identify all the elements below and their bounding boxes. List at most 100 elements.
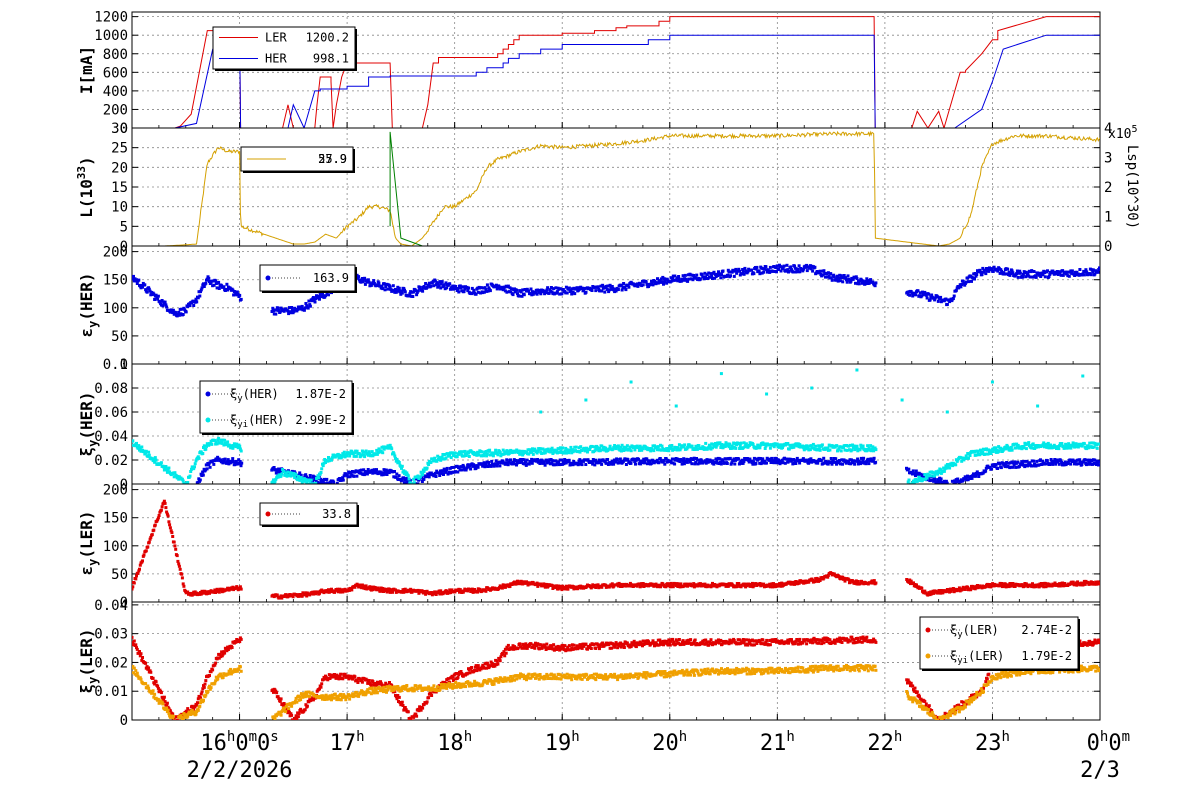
data-point (986, 452, 990, 456)
data-point (213, 588, 217, 592)
data-point (172, 475, 176, 479)
data-point (1016, 443, 1020, 447)
data-point (794, 270, 798, 274)
data-point (154, 293, 158, 297)
data-point (145, 290, 149, 294)
data-point (720, 273, 723, 277)
data-point (566, 587, 570, 591)
data-point (485, 460, 489, 464)
data-point (433, 590, 437, 594)
data-point (421, 468, 425, 472)
data-point (695, 447, 699, 451)
data-point (1008, 448, 1012, 452)
y-tick-label: 200 (103, 102, 128, 118)
data-point (489, 453, 493, 457)
data-point (1028, 461, 1032, 465)
data-point (752, 272, 756, 276)
data-point (791, 270, 795, 274)
data-point (547, 291, 551, 295)
legend-name: HER (265, 52, 287, 66)
data-point (318, 297, 321, 301)
data-point (564, 587, 568, 591)
y-right-tick-label: 0 (1104, 239, 1112, 255)
data-point (930, 592, 934, 596)
y-tick-label: 600 (103, 65, 128, 81)
data-point (442, 467, 446, 471)
data-point (1056, 273, 1060, 276)
data-point (726, 268, 730, 272)
data-point (377, 587, 381, 591)
data-point (1077, 462, 1081, 466)
data-point (626, 284, 630, 287)
data-point (217, 436, 221, 440)
data-point (1088, 441, 1092, 445)
data-point (336, 590, 340, 594)
data-point (796, 268, 800, 271)
legend-value: 55.9 (318, 152, 347, 166)
data-point (375, 468, 378, 472)
data-point (719, 462, 723, 466)
data-point (162, 499, 166, 503)
y-tick-label: 100 (103, 539, 128, 555)
y-tick-label: 1200 (94, 10, 128, 26)
series-line (132, 16, 1100, 128)
data-point (1028, 275, 1032, 279)
data-point (801, 269, 805, 273)
data-point (682, 584, 686, 588)
data-point (763, 459, 767, 463)
data-point (405, 480, 409, 484)
y-tick-label: 1000 (94, 28, 128, 44)
data-point (619, 445, 623, 449)
data-point (359, 468, 363, 472)
data-point (335, 481, 339, 484)
data-point (291, 595, 295, 599)
data-point (232, 293, 236, 297)
data-point (355, 474, 359, 478)
data-point (544, 291, 548, 294)
data-point (463, 449, 467, 453)
data-point (1039, 458, 1042, 462)
data-point (964, 476, 968, 480)
data-point (455, 455, 459, 459)
data-point (303, 306, 307, 310)
data-point (763, 447, 767, 450)
data-point (676, 585, 680, 588)
data-point (400, 291, 404, 295)
data-point (777, 443, 781, 447)
data-point (832, 275, 836, 279)
data-point (320, 467, 324, 471)
data-point (451, 451, 455, 455)
data-point (854, 275, 858, 279)
data-point (465, 466, 469, 470)
data-point (346, 475, 350, 479)
data-point (856, 457, 860, 461)
data-point (765, 461, 768, 465)
data-point (551, 459, 555, 463)
data-point (425, 466, 429, 470)
data-point (1049, 271, 1053, 275)
data-point (794, 442, 798, 446)
data-point (271, 306, 275, 310)
data-point (403, 587, 407, 591)
data-point (863, 282, 867, 286)
y-tick-label: 0 (120, 595, 128, 611)
data-point (585, 446, 589, 450)
data-point (306, 482, 310, 484)
data-point (555, 584, 559, 588)
data-point (758, 457, 762, 460)
data-point (601, 283, 605, 287)
data-point (432, 284, 436, 288)
data-point (355, 449, 359, 453)
data-point (873, 446, 877, 450)
data-point (798, 461, 802, 465)
data-point (324, 461, 327, 464)
data-point (563, 458, 567, 461)
data-point (737, 442, 741, 446)
data-point (394, 287, 397, 291)
data-point (470, 286, 474, 290)
data-point (683, 443, 687, 447)
data-point (867, 462, 871, 466)
data-point (1019, 463, 1023, 467)
data-point (598, 446, 601, 450)
